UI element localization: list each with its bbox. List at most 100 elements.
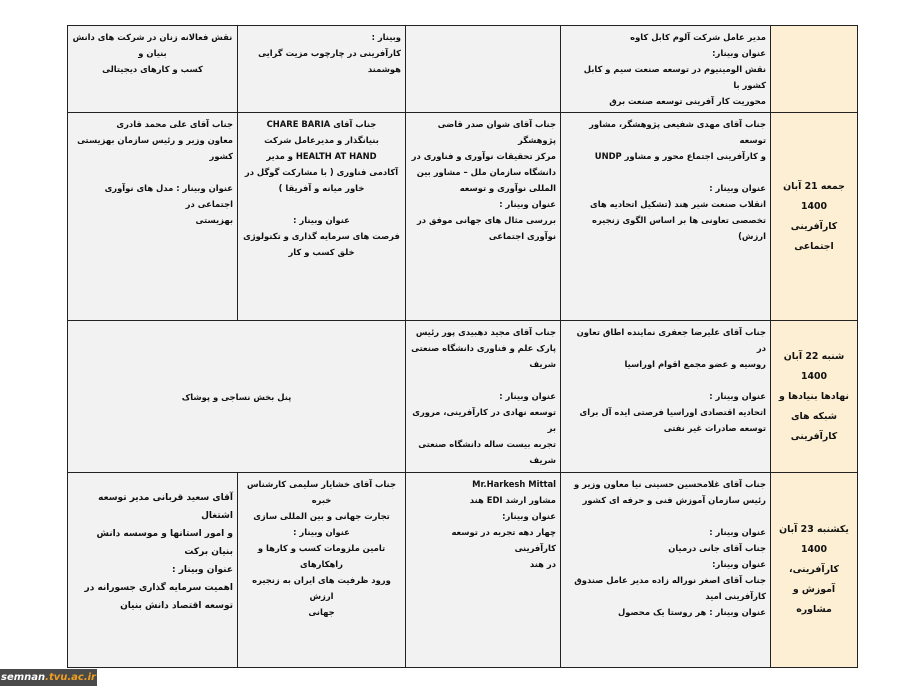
cell-text-line: انقلاب صنعت شیر هند (تشکیل اتحادیه های (590, 199, 766, 209)
cell-text-line (410, 372, 556, 388)
cell-text-line (242, 196, 401, 212)
cell-text-line (565, 164, 766, 180)
session-cell: وبینار : کارآفرینی در چارچوب مزیت گرایی هو… (237, 25, 406, 113)
session-cell: جناب آقای غلامحسین حسینی نیا معاون وزیر … (560, 472, 771, 668)
date-cell: جمعه 21 آبان 1400 کارآفرینی اجتماعی (770, 112, 858, 321)
cell-text-line: عنوان وبینار : (293, 527, 350, 537)
cell-text-line: تامین ملزومات کسب و کارها و راهکارهای (257, 543, 386, 569)
watermark-part2: .tvu.ac.ir (45, 672, 96, 683)
cell-text-line: محوریت کار آفرینی توسعه صنعت برق (609, 96, 766, 106)
cell-text-line: بنیانگذار و مدیرعامل شرکت (264, 135, 379, 145)
table-body: مدیر عامل شرکت آلوم کابل کاوه عنوان وبینا… (67, 25, 858, 668)
cell-text-line: عنوان وبینار : (709, 391, 766, 401)
cell-text-line: مدیر عامل شرکت آلوم کابل کاوه (630, 32, 766, 42)
cell-text-line: روسیه و عضو مجمع اقوام اوراسیا (624, 359, 766, 369)
cell-text-line: بهزیستی (195, 215, 233, 225)
cell-text-line: تجارت جهانی و بین المللی سازی (253, 511, 390, 521)
cell-text-line: آکادمی فناوری ( با مشارکت گوگل در (244, 167, 399, 177)
cell-text-line: کارآفرینی امید (705, 591, 766, 601)
cell-text-line: توسعه صادرات غیر نفتی (663, 423, 766, 433)
cell-text-line: تجربه بیست ساله دانشگاه صنعتی شریف (418, 439, 556, 465)
watermark-part1: semnan (1, 672, 46, 683)
table-row: شنبه 22 آبان 1400 نهادها بنیادها و شبکه ه… (67, 320, 858, 473)
site-watermark-logo: semnan.tvu.ac.ir (0, 669, 97, 686)
session-cell: پنل بخش نساجی و پوشاک (67, 320, 406, 473)
session-cell: جناب آقای شوان صدر قاضی پژوهشگر مرکز تحقی… (405, 112, 561, 321)
session-cell: جناب آقای مجید دهبیدی پور رئیس پارک علم و… (405, 320, 561, 473)
cell-text-line: ورود ظرفیت های ایران به زنجیره ارزش (252, 575, 391, 601)
cell-text-line (565, 508, 766, 524)
session-cell: مدیر عامل شرکت آلوم کابل کاوه عنوان وبینا… (560, 25, 771, 113)
cell-text-line: نهادها بنیادها و شبکه های (779, 390, 849, 422)
cell-text-line: شریف (529, 359, 556, 369)
cell-text-line: آقای سعید قربانی مدیر توسعه اشتغال (98, 493, 233, 521)
cell-text-line: چهار دهه تجربه در توسعه کارآفرینی (451, 527, 556, 553)
session-cell: جناب آقای علی محمد قادری معاون وزیر و رئی… (67, 112, 238, 321)
cell-text-line: جناب آقای غلامحسین حسینی نیا معاون وزیر … (574, 479, 766, 489)
session-cell: جناب آقای علیرضا جعفری نماینده اطاق تعاو… (560, 320, 771, 473)
session-cell: جناب آقای CHARE BARIA بنیانگذار و مدیرعام… (237, 112, 406, 321)
cell-text-line: در هند (529, 559, 556, 569)
session-cell (405, 25, 561, 113)
cell-text-line: کارآفرینی، آموزش و (789, 564, 839, 595)
cell-text-line: جناب آقای علی محمد قادری (116, 119, 233, 129)
cell-text-line: جناب آقای علیرضا جعفری نماینده اطاق تعاو… (576, 327, 766, 353)
cell-text-line: نوآوری اجتماعی (488, 231, 556, 241)
date-cell: شنبه 22 آبان 1400 نهادها بنیادها و شبکه ه… (770, 320, 858, 473)
session-cell: نقش فعالانه زنان در شرکت های دانش بنیان … (67, 25, 238, 113)
cell-text-line: یکشنبه 23 آبان 1400 (779, 524, 849, 555)
cell-text-line: مرکز تحقیقات نوآوری و فناوری در (411, 151, 556, 161)
cell-text-line: عنوان وبینار : مدل های نوآوری اجتماعی در (104, 183, 233, 209)
cell-text-line: مشاوره (796, 604, 832, 615)
cell-text-line: جناب آقای مهدی شفیعی پژوهشگر، مشاور توسع… (589, 119, 766, 145)
cell-text-line: تخصصی تعاونی ها بر اساس الگوی زنجیره ارز… (592, 215, 766, 241)
cell-text-line: جناب آقای جانی درمیان (668, 543, 766, 553)
session-cell: آقای سعید قربانی مدیر توسعه اشتغال و امور… (67, 472, 238, 668)
cell-text-line: کارآفرینی اجتماعی (790, 220, 838, 252)
cell-text-line: خاور میانه و آفریقا ) (278, 183, 365, 193)
cell-text-line: و کارآفرینی اجتماع محور و مشاور UNDP (594, 151, 766, 161)
table-row: جمعه 21 آبان 1400 کارآفرینی اجتماعی جناب آ… (67, 112, 858, 321)
cell-text-line: شنبه 22 آبان 1400 (783, 350, 845, 382)
cell-text-line: وبینار : (371, 32, 401, 42)
cell-text-line: عنوان وبینار: (712, 48, 766, 58)
cell-text-line: المللی نوآوری و توسعه (459, 183, 556, 193)
cell-text-line (72, 164, 233, 180)
cell-text-line: نقش فعالانه زنان در شرکت های دانش بنیان … (72, 32, 233, 58)
cell-text-line: و امور استانها و موسسه دانش بنیان برکت (96, 529, 233, 557)
cell-text-line: توسعه اقتصاد دانش بنیان (120, 601, 233, 611)
cell-text-line: کارآفرینی (790, 430, 838, 442)
cell-text-line: جناب آقای شوان صدر قاضی پژوهشگر (437, 119, 556, 145)
cell-text-line: عنوان وبینار : (293, 215, 350, 225)
cell-text-line: Mr.Harkesh Mittal (472, 479, 556, 489)
cell-text-line: جمعه 21 آبان 1400 (783, 180, 845, 212)
cell-text-line: کارآفرینی در چارچوب مزیت گرایی (258, 48, 401, 58)
cell-text-line: عنوان وبینار : (709, 183, 766, 193)
cell-text-line: عنوان وبینار : (499, 391, 556, 401)
cell-text-line: جناب آقای اصغر نوراله زاده مدیر عامل صند… (574, 575, 766, 585)
cell-text-line: معاون وزیر و رئیس سازمان بهزیستی کشور (77, 135, 233, 161)
session-cell: جناب آقای خشایار سلیمی کارشناس خبره تجارت… (237, 472, 406, 668)
cell-text-line: پارک علم و فناوری دانشگاه صنعتی (411, 343, 556, 353)
cell-text-line: رئیس سازمان آموزش فنی و حرفه ای کشور (582, 495, 766, 505)
cell-text-line: عنوان وبینار : (499, 199, 556, 209)
session-cell: Mr.Harkesh Mittal مشاور ارشد EDI هند عنوان… (405, 472, 561, 668)
cell-text-line: عنوان وبینار : هر روستا یک محصول (618, 607, 766, 617)
cell-text-line: خلق کسب و کار (288, 247, 355, 257)
cell-text-line: مشاور ارشد EDI هند (469, 495, 556, 505)
table-row: یکشنبه 23 آبان 1400 کارآفرینی، آموزش و مشا… (67, 472, 858, 668)
cell-text-line: نقش الومینیوم در توسعه صنعت سیم و کابل ک… (583, 64, 766, 90)
cell-text-line: عنوان وبینار: (502, 511, 556, 521)
date-cell: یکشنبه 23 آبان 1400 کارآفرینی، آموزش و مشا… (770, 472, 858, 668)
cell-text-line: جهانی (308, 607, 335, 617)
cell-text-line: عنوان وبینار: (712, 559, 766, 569)
cell-text-line: کسب و کارهای دیجیتالی (102, 64, 203, 74)
cell-text-line: هوشمند (367, 64, 401, 74)
cell-text-line: فرصت های سرمایه گذاری و تکنولوژی (243, 231, 400, 241)
cell-text-line: جناب آقای CHARE BARIA (266, 119, 377, 129)
table-row: مدیر عامل شرکت آلوم کابل کاوه عنوان وبینا… (67, 25, 858, 113)
cell-text-line: عنوان وبینار : (709, 527, 766, 537)
cell-text-line: عنوان وبینار : (172, 565, 233, 575)
cell-text-line: توسعه نهادی در کارآفرینی، مروری بر (412, 407, 556, 433)
cell-text-line: HEALTH AT HAND و مدیر (266, 151, 377, 161)
